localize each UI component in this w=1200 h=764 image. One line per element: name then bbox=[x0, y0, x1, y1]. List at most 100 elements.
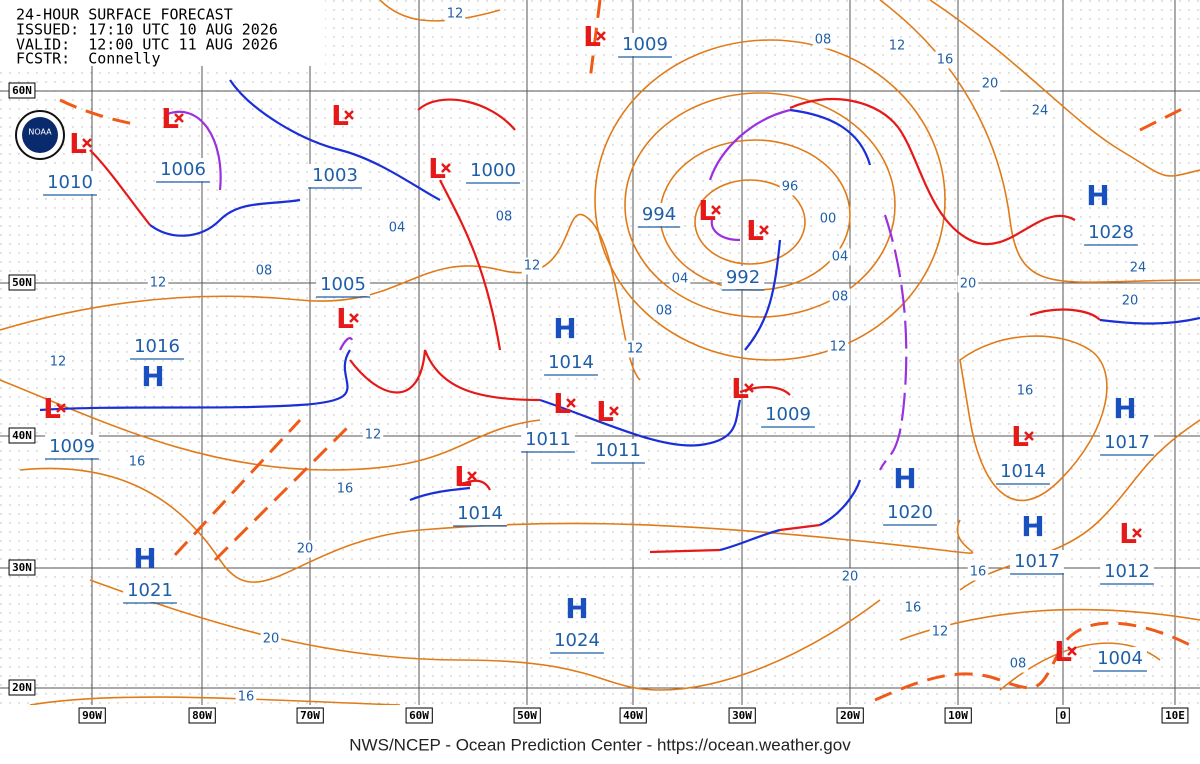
isobar-label: 20 bbox=[982, 77, 999, 92]
central-pressure: 1014 bbox=[548, 352, 594, 373]
isobar-label: 24 bbox=[1130, 261, 1147, 276]
label-box bbox=[929, 623, 951, 641]
isobar-label: 08 bbox=[815, 33, 832, 48]
header-valid: VALID: 12:00 UTC 11 AUG 2026 bbox=[16, 36, 278, 54]
low-symbol: L bbox=[454, 460, 472, 493]
high-symbol: H bbox=[141, 360, 164, 393]
low-center-mark bbox=[1067, 646, 1077, 656]
low-center-mark bbox=[344, 110, 354, 120]
isobar-label: 16 bbox=[337, 482, 354, 497]
label-box bbox=[550, 629, 604, 652]
low-symbol: L bbox=[1054, 635, 1072, 668]
central-pressure: 1010 bbox=[47, 172, 93, 193]
latitude-label: 30N bbox=[12, 561, 32, 574]
isobar-label: 20 bbox=[263, 632, 280, 647]
central-pressure: 1009 bbox=[765, 404, 811, 425]
low-symbol: L bbox=[731, 372, 749, 405]
isobar-label: 04 bbox=[832, 250, 849, 265]
label-box bbox=[1014, 382, 1036, 400]
central-pressure: 1011 bbox=[595, 440, 641, 461]
low-center-mark bbox=[609, 406, 619, 416]
label-box bbox=[886, 37, 908, 55]
isobar-label: 12 bbox=[447, 7, 464, 22]
high-symbol: H bbox=[1113, 392, 1136, 425]
low-symbol: L bbox=[596, 395, 614, 428]
isobar-label: 20 bbox=[842, 570, 859, 585]
longitude-label: 40W bbox=[623, 709, 643, 722]
central-pressure: 1020 bbox=[887, 502, 933, 523]
central-pressure: 1006 bbox=[160, 159, 206, 180]
low-center-mark bbox=[744, 383, 754, 393]
label-box bbox=[47, 353, 69, 371]
low-center-mark bbox=[441, 163, 451, 173]
label-box bbox=[637, 203, 681, 226]
label-box bbox=[624, 340, 646, 358]
label-box bbox=[618, 33, 672, 56]
longitude-box bbox=[78, 707, 106, 724]
footer: NWS/NCEP - Ocean Prediction Center - htt… bbox=[349, 735, 851, 754]
isobar-label: 12 bbox=[365, 428, 382, 443]
central-pressure: 1003 bbox=[312, 165, 358, 186]
central-pressure: 1009 bbox=[622, 34, 668, 55]
label-box bbox=[839, 568, 861, 586]
label-box bbox=[453, 502, 507, 525]
isobar-label: 08 bbox=[832, 290, 849, 305]
longitude-label: 10W bbox=[948, 709, 968, 722]
label-box bbox=[253, 262, 275, 280]
central-pressure: 1012 bbox=[1104, 561, 1150, 582]
longitude-box bbox=[1056, 707, 1070, 724]
isobar-label: 12 bbox=[50, 355, 67, 370]
label-box bbox=[721, 266, 765, 289]
central-pressure: 1011 bbox=[525, 429, 571, 450]
longitude-label: 20W bbox=[840, 709, 860, 722]
isobar-label: 12 bbox=[830, 340, 847, 355]
longitude-label: 60W bbox=[409, 709, 429, 722]
noaa-logo: NOAA bbox=[15, 110, 65, 160]
label-box bbox=[1084, 221, 1138, 244]
label-box bbox=[1029, 102, 1051, 120]
isobar-label: 12 bbox=[150, 276, 167, 291]
low-center-mark bbox=[566, 398, 576, 408]
low-center-mark bbox=[1132, 528, 1142, 538]
latitude-box bbox=[8, 82, 36, 99]
label-box bbox=[827, 338, 849, 356]
label-box bbox=[1100, 560, 1154, 583]
isobar-label: 16 bbox=[905, 601, 922, 616]
isobar-label: 04 bbox=[389, 221, 406, 236]
low-symbol: L bbox=[428, 152, 446, 185]
latitude-label: 60N bbox=[12, 84, 32, 97]
label-box bbox=[235, 688, 257, 706]
high-symbol: H bbox=[565, 592, 588, 625]
isobar-label: 16 bbox=[238, 690, 255, 705]
high-symbol: H bbox=[133, 542, 156, 575]
label-box bbox=[1127, 259, 1149, 277]
isobar-label: 16 bbox=[970, 565, 987, 580]
label-box bbox=[43, 171, 97, 194]
label-box bbox=[761, 403, 815, 426]
label-box bbox=[493, 208, 515, 226]
bottom-strip bbox=[0, 705, 1200, 729]
low-symbol: L bbox=[746, 214, 764, 247]
high-symbol: H bbox=[1086, 179, 1109, 212]
central-pressure: 1005 bbox=[320, 274, 366, 295]
label-box bbox=[1007, 655, 1029, 673]
label-box bbox=[812, 31, 834, 49]
fronts bbox=[39, 0, 1200, 702]
high-symbol: H bbox=[553, 312, 576, 345]
low-symbol: L bbox=[553, 387, 571, 420]
low-symbol: L bbox=[69, 127, 87, 160]
label-box bbox=[829, 248, 851, 266]
low-symbol: L bbox=[336, 302, 354, 335]
label-box bbox=[902, 599, 924, 617]
logo-text: NOAA bbox=[28, 128, 52, 137]
longitude-box bbox=[188, 707, 216, 724]
label-box bbox=[1100, 431, 1154, 454]
longitude-label: 0 bbox=[1060, 709, 1067, 722]
label-box bbox=[123, 579, 177, 602]
label-box bbox=[334, 480, 356, 498]
central-pressure: 1014 bbox=[457, 503, 503, 524]
central-pressure: 1004 bbox=[1097, 648, 1143, 669]
label-box bbox=[147, 274, 169, 292]
header-title: 24-HOUR SURFACE FORECAST bbox=[16, 6, 233, 24]
low-center-mark bbox=[596, 31, 606, 41]
